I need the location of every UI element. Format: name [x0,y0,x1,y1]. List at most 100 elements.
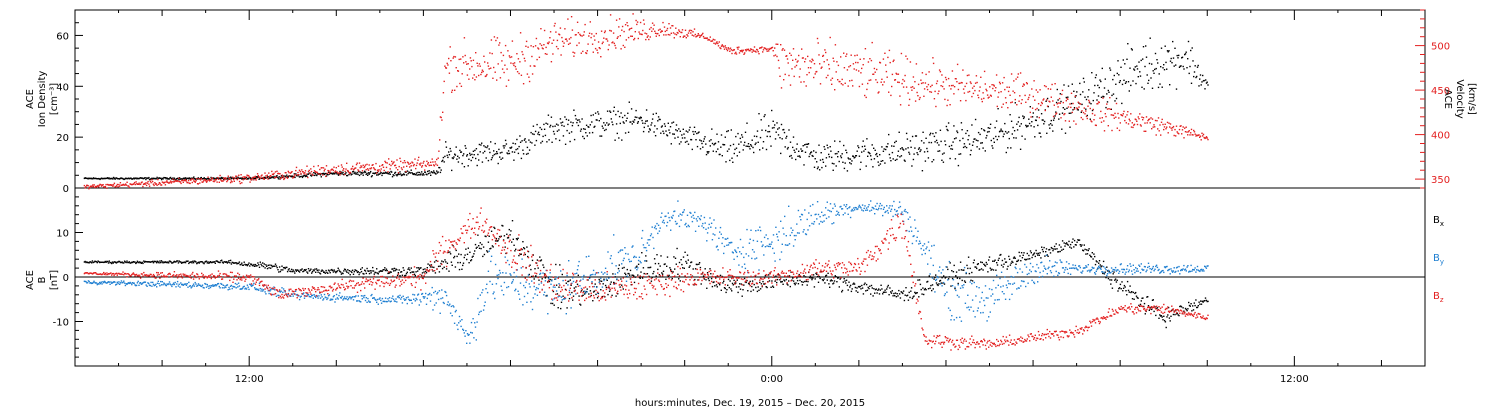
density-point [427,172,430,175]
bx-point [889,287,891,289]
bx-point [1136,296,1138,299]
bx-point [762,280,764,283]
bx-point [1081,244,1083,246]
bx-point [772,286,775,288]
density-point [999,130,1001,132]
velocity-point [1028,94,1031,96]
velocity-point [297,171,299,174]
bx-point [130,262,132,264]
velocity-point [393,161,395,163]
bx-point [490,230,493,232]
velocity-point [1043,98,1045,100]
velocity-point [781,49,783,51]
bx-point [466,258,468,261]
density-point [477,153,479,156]
by-point [127,282,129,285]
bx-point [197,261,200,263]
bx-point [101,261,103,263]
density-point [420,173,422,175]
velocity-point [1151,118,1154,120]
velocity-point [632,13,634,15]
bx-point [783,279,785,281]
velocity-point [334,170,337,172]
bx-point [249,265,251,267]
velocity-point [852,85,854,87]
velocity-point [403,160,406,162]
bx-point [1098,260,1101,262]
density-point [741,136,744,138]
velocity-point [519,32,522,34]
density-point [548,139,550,141]
density-point [760,119,762,121]
density-point [428,170,430,172]
velocity-point [831,83,833,85]
velocity-point [750,48,752,50]
density-point [241,178,243,180]
bx-point [633,275,635,277]
bx-point [131,261,134,264]
velocity-point [162,181,164,184]
velocity-point [732,49,735,51]
velocity-point [952,84,954,87]
velocity-point [444,65,446,67]
bx-point [373,273,375,275]
bx-point [287,269,290,271]
velocity-point [425,165,427,167]
bx-point [501,224,503,227]
velocity-point [344,170,346,173]
density-point [922,131,924,133]
bx-point [629,274,631,276]
bx-point [665,278,667,280]
density-point [345,172,347,174]
density-point [789,155,791,158]
by-point [259,287,261,290]
velocity-point [279,173,281,175]
velocity-point [871,41,873,44]
by-point [99,281,101,284]
bx-point [1044,255,1046,257]
bx-point [717,276,719,278]
bx-point [953,264,955,267]
velocity-point [869,58,871,60]
bx-point [199,261,201,263]
velocity-point [124,183,127,185]
by-point [125,283,127,285]
density-point [409,171,411,174]
density-point [816,161,818,163]
bx-point [1141,297,1143,299]
bx-point [97,260,99,262]
velocity-point [752,49,754,51]
density-point [223,177,226,180]
density-point [409,172,412,174]
bx-point [363,273,365,275]
density-point [858,146,860,149]
density-point [765,129,767,132]
velocity-point [193,180,195,182]
density-point [687,131,689,133]
velocity-point [787,62,789,64]
density-point [1043,120,1046,123]
density-point [247,177,249,180]
density-point [139,177,142,179]
density-point [1130,84,1132,87]
bx-point [399,275,401,277]
by-point [278,294,280,297]
bx-point [709,268,711,270]
density-point [639,117,641,120]
density-point [1129,67,1131,69]
density-point [939,129,942,131]
velocity-point [987,97,989,99]
density-point [472,156,474,159]
density-point [739,137,741,140]
bx-point [932,288,934,290]
by-point [394,300,396,303]
velocity-point [316,172,319,174]
bx-point [540,259,543,261]
bx-point [598,278,600,281]
velocity-point [141,181,143,183]
bx-point [1125,290,1127,292]
velocity-point [1003,76,1005,79]
by-point [395,298,397,300]
by-point [148,284,151,286]
density-point [460,151,463,153]
